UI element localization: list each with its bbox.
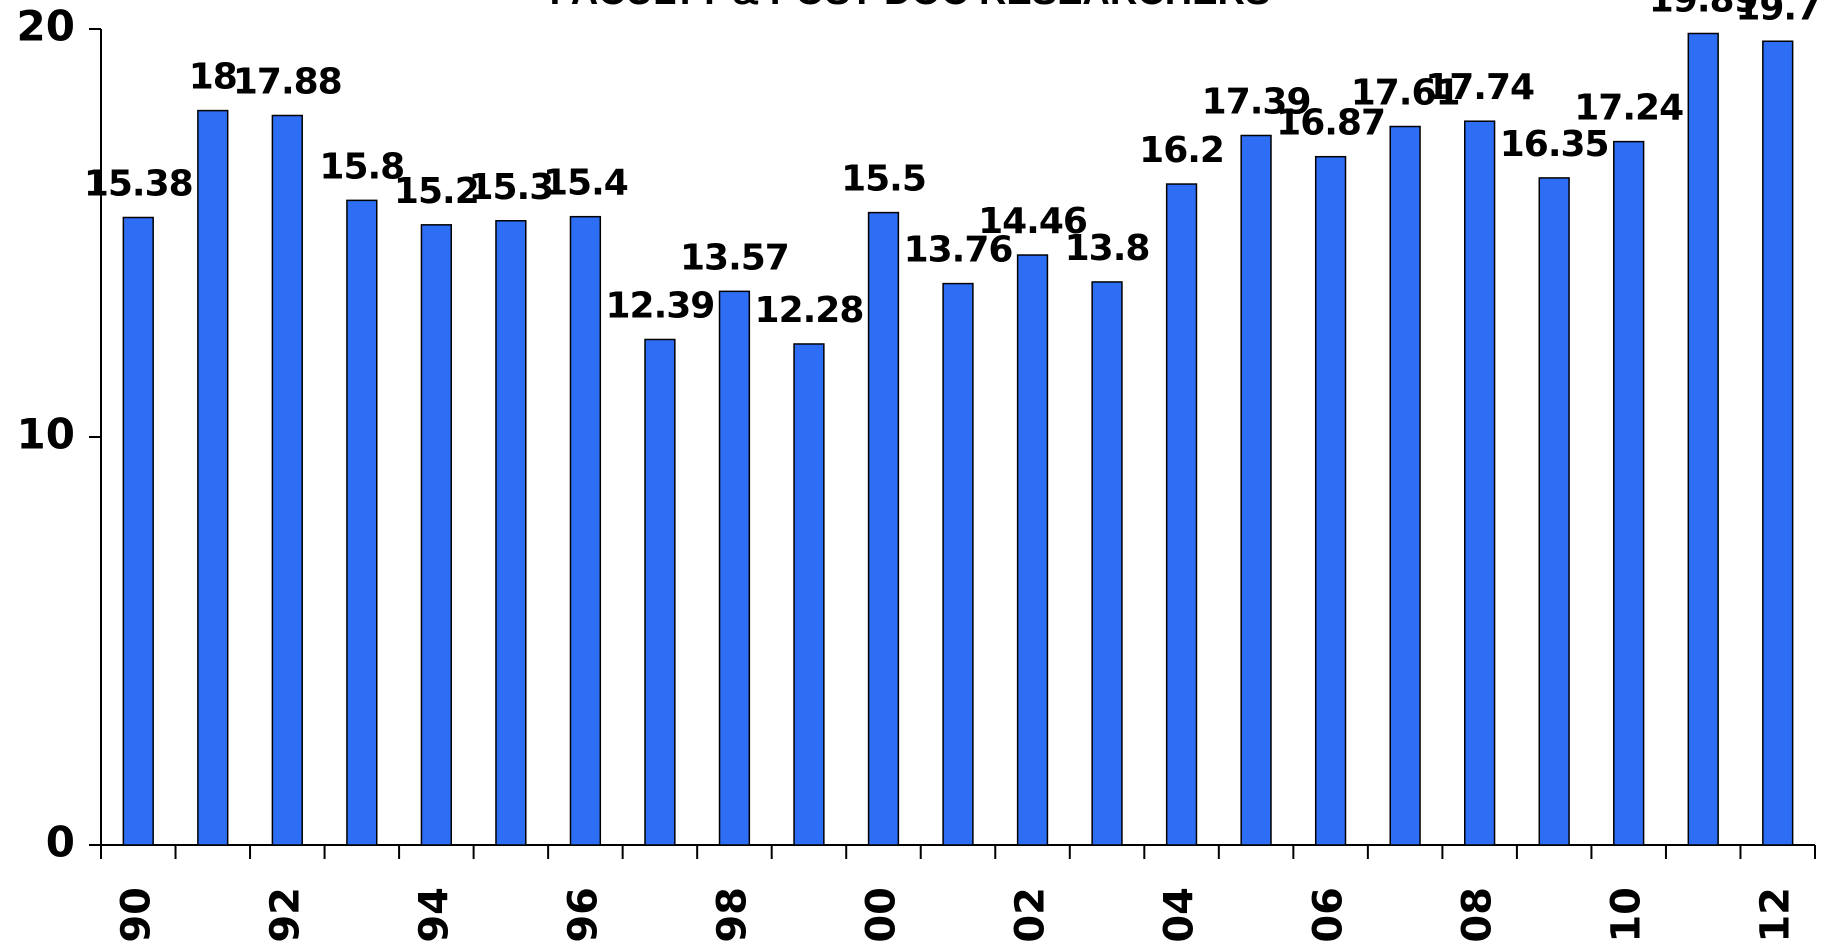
value-label: 15.8 <box>319 146 404 187</box>
x-tick-label: 10 <box>1604 887 1650 942</box>
x-tick-label: 02 <box>1008 887 1054 942</box>
bar <box>122 216 154 846</box>
value-label: 14.46 <box>978 201 1087 242</box>
bar <box>420 224 453 846</box>
bar <box>1538 177 1570 846</box>
bar <box>569 215 602 846</box>
bar <box>644 338 676 846</box>
bar <box>271 114 303 846</box>
y-tick-label: 10 <box>17 410 75 459</box>
x-tick-label: 06 <box>1306 887 1352 942</box>
bar <box>197 109 229 846</box>
bar <box>1389 125 1421 846</box>
value-label: 15.3 <box>468 167 553 208</box>
value-label: 17.24 <box>1574 88 1683 129</box>
x-tick-label: 96 <box>560 887 606 942</box>
bar <box>1314 155 1347 846</box>
value-label: 17.74 <box>1425 67 1534 108</box>
value-label: 15.5 <box>841 159 926 200</box>
bar <box>1165 183 1198 846</box>
x-tick-label: 90 <box>113 887 159 942</box>
value-label: 15.4 <box>543 163 628 204</box>
x-tick-label: 08 <box>1455 887 1501 942</box>
bar <box>942 282 974 846</box>
x-tick-label: 12 <box>1753 887 1799 942</box>
bar <box>1687 32 1719 846</box>
x-tick-label: 92 <box>262 887 308 942</box>
x-tick-label: 94 <box>411 887 457 942</box>
value-label: 12.28 <box>755 290 864 331</box>
value-label: 13.8 <box>1065 228 1150 269</box>
value-label: 13.76 <box>904 230 1013 271</box>
x-tick-label: 00 <box>858 887 904 942</box>
bar <box>495 220 527 846</box>
value-label: 12.39 <box>605 285 714 326</box>
bar <box>867 211 900 846</box>
x-tick-label: 98 <box>709 887 755 942</box>
value-label: 16.87 <box>1276 103 1385 144</box>
value-label: 16.2 <box>1139 130 1224 171</box>
value-label: 15.38 <box>84 163 193 204</box>
value-label: 19.7 <box>1735 0 1820 28</box>
value-label: 17.39 <box>1202 81 1311 122</box>
y-tick-label: 0 <box>46 818 75 867</box>
x-tick-label: 04 <box>1157 887 1203 942</box>
value-label: 17.61 <box>1351 73 1460 114</box>
chart-title: FACULTY & POST DOC RESEARCHERS <box>550 0 1271 13</box>
bar <box>793 343 825 846</box>
value-label: 15.2 <box>394 171 479 212</box>
bar <box>718 290 751 846</box>
bar <box>346 199 378 846</box>
y-tick-label: 20 <box>17 2 75 51</box>
value-label: 19.89 <box>1649 0 1758 20</box>
bar <box>1016 254 1049 846</box>
value-label: 18 <box>189 57 237 98</box>
bar <box>1240 134 1272 846</box>
value-label: 16.35 <box>1500 124 1609 165</box>
bar <box>1762 40 1794 846</box>
bar <box>1463 120 1496 846</box>
value-label: 13.57 <box>680 237 789 278</box>
value-label: 17.88 <box>233 61 342 102</box>
bar <box>1613 140 1645 846</box>
bar <box>1091 281 1123 846</box>
